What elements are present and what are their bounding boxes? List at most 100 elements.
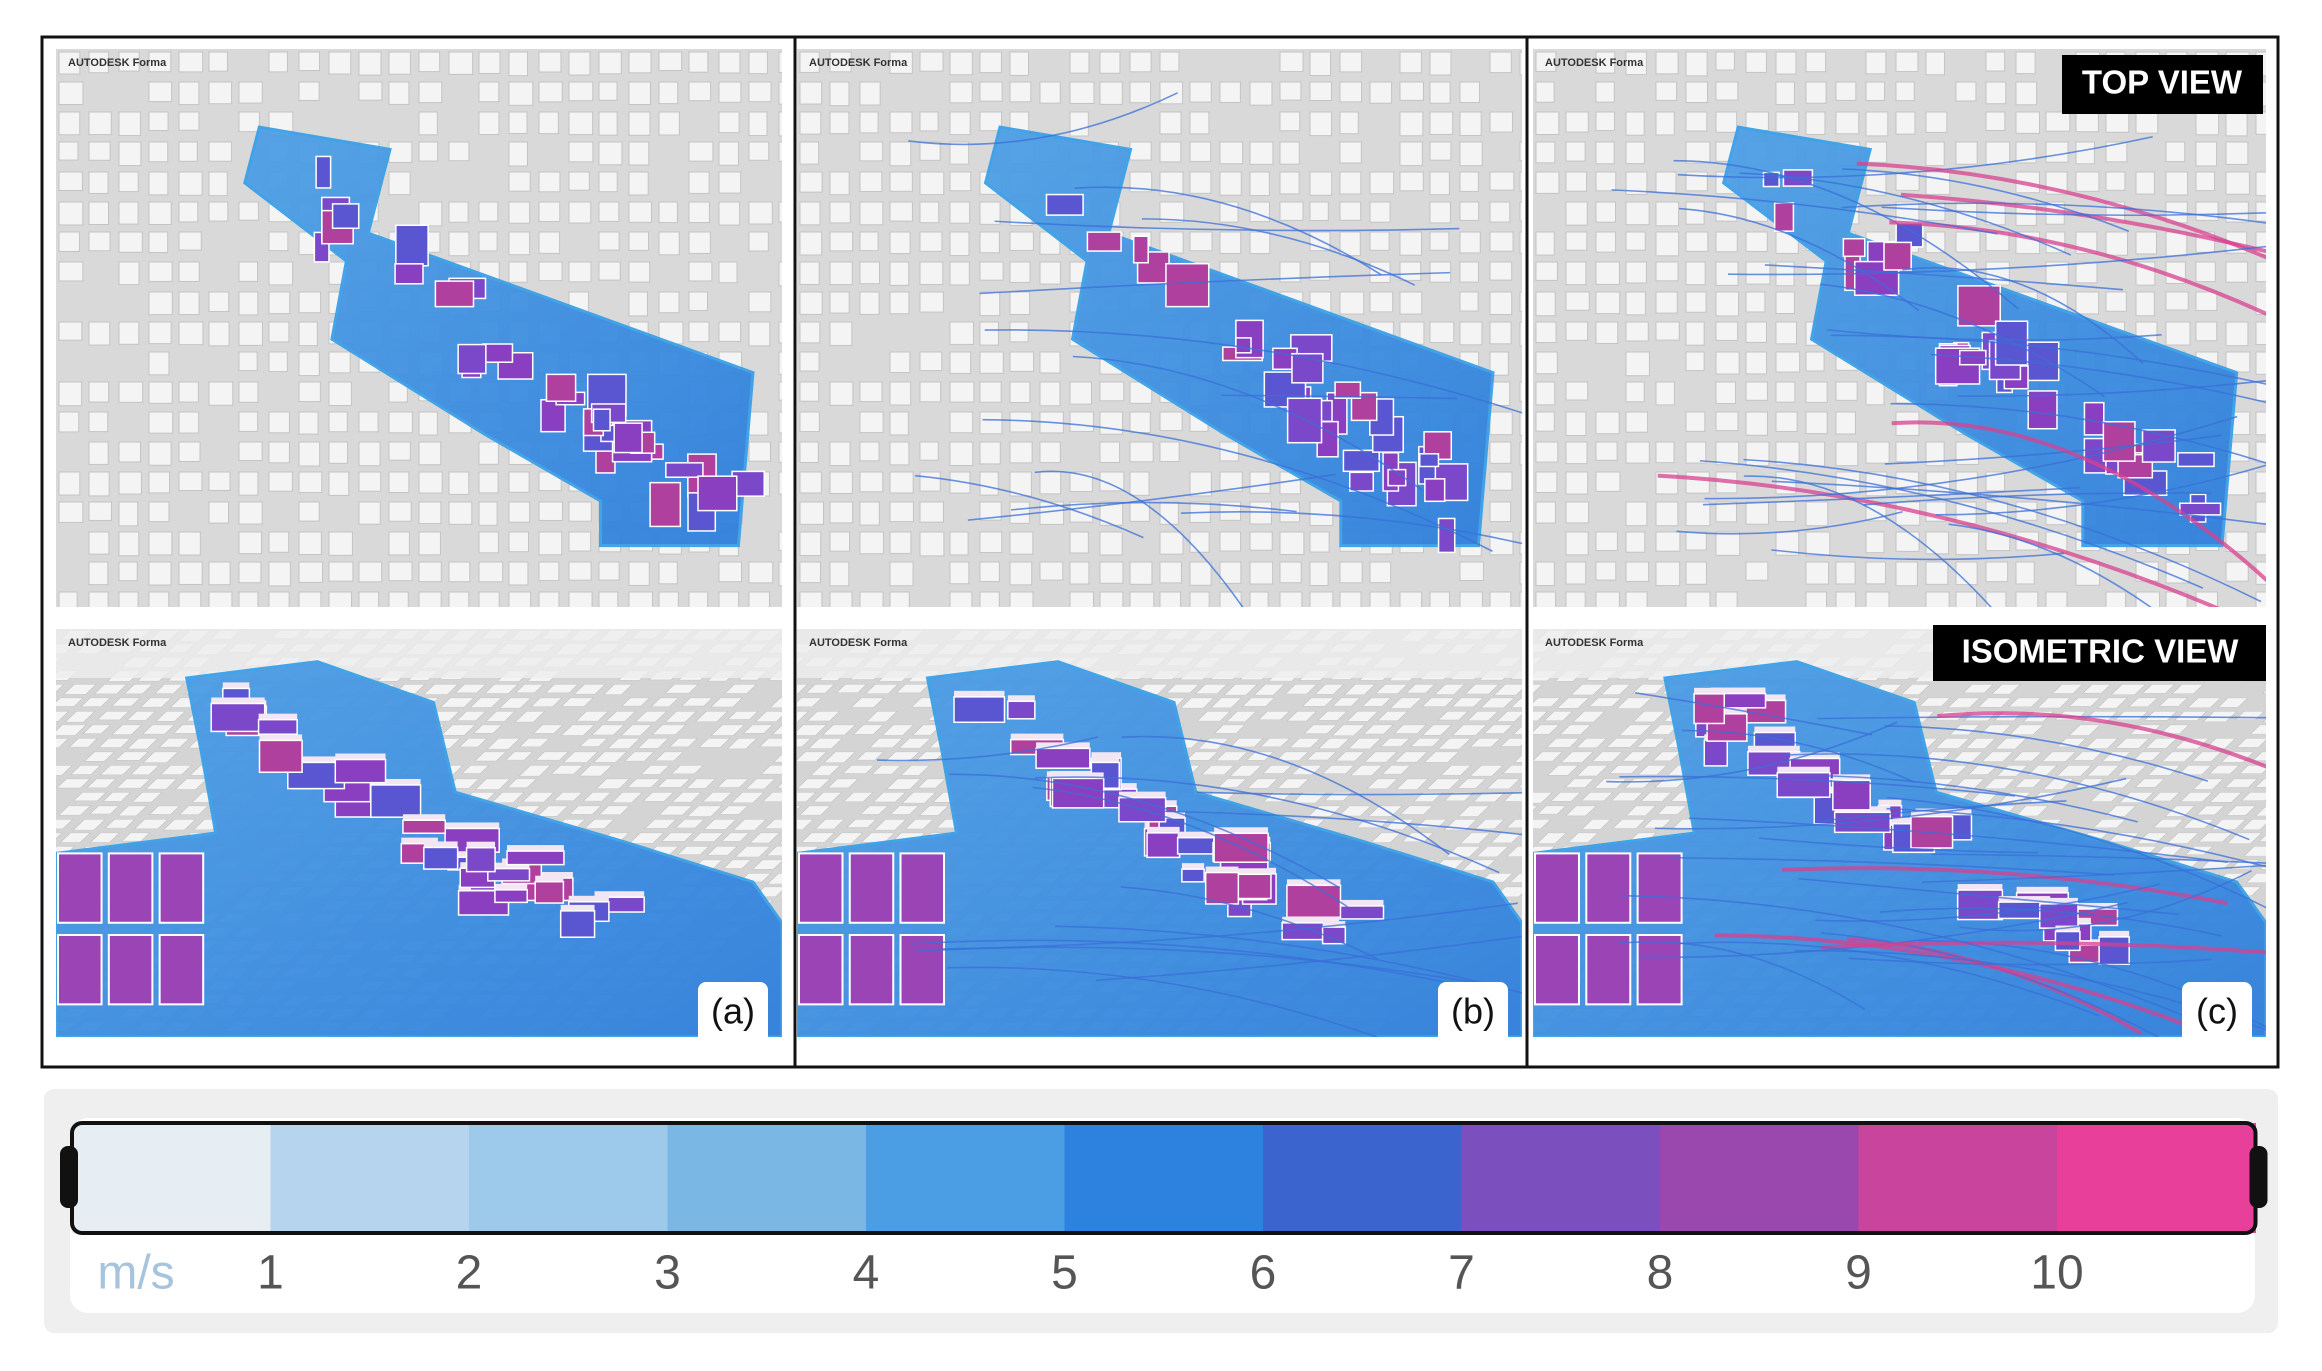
city-block: [1775, 291, 1795, 314]
city-block: [1159, 591, 1182, 607]
building-top: [1747, 745, 1800, 754]
city-block: [148, 351, 170, 376]
city-block: [508, 471, 530, 493]
building: [465, 846, 496, 873]
legend-color-segment: [1660, 1123, 1859, 1233]
city-block: [949, 591, 973, 607]
city-block: [1655, 171, 1677, 194]
legend-tick-label: 7: [1448, 1247, 1475, 1300]
city-block: [1215, 751, 1249, 761]
legend-tick-label: 9: [1845, 1247, 1872, 1300]
city-block: [1309, 51, 1332, 77]
city-block: [1535, 171, 1560, 194]
streamline: [1072, 355, 1424, 492]
city-block: [1512, 724, 1522, 735]
city-block: [1535, 321, 1557, 343]
streamline: [1886, 807, 2266, 868]
panel-label: (c): [2196, 991, 2238, 1032]
building: [1883, 241, 1912, 271]
city-block: [1625, 291, 1646, 316]
city-block: [98, 738, 132, 748]
city-block: [148, 291, 173, 316]
city-block: [2255, 531, 2266, 556]
streamline: [1034, 776, 1500, 874]
city-block: [2152, 819, 2185, 828]
city-block: [1309, 111, 1333, 137]
city-block: [1985, 81, 2007, 105]
city-block: [1459, 261, 1479, 283]
city-block: [1805, 411, 1828, 435]
city-block: [118, 111, 141, 137]
city-block: [1503, 792, 1522, 802]
city-block: [979, 351, 1004, 374]
city-block: [1715, 501, 1737, 523]
city-block: [1219, 591, 1242, 607]
city-block: [1625, 51, 1647, 76]
city-block: [538, 171, 561, 193]
city-block: [1565, 381, 1589, 401]
city-block: [1715, 381, 1737, 405]
city-block: [1556, 697, 1590, 709]
city-block: [674, 819, 705, 829]
city-block: [829, 561, 850, 587]
city-block: [1399, 261, 1422, 281]
streamline: [1841, 202, 2266, 224]
city-block: [734, 846, 771, 858]
building-top: [259, 734, 303, 743]
city-block: [829, 81, 850, 107]
city-block: [238, 81, 263, 104]
city-block: [919, 471, 941, 492]
city-block: [58, 381, 83, 407]
city-block: [88, 171, 109, 194]
city-block: [148, 591, 170, 607]
city-block: [2072, 751, 2103, 761]
city-block: [1159, 411, 1183, 432]
city-block: [611, 792, 644, 803]
city-block: [1934, 738, 1971, 749]
city-block: [568, 141, 594, 163]
city-block: [628, 201, 652, 223]
streamline: [1676, 510, 1903, 535]
city-block: [1493, 684, 1522, 696]
city-block: [2254, 805, 2266, 817]
city-block: [701, 792, 733, 803]
building: [665, 462, 704, 478]
city-block: [568, 81, 594, 102]
city-block: [439, 697, 475, 708]
city-block: [1229, 738, 1264, 748]
streamline: [1884, 434, 2222, 465]
city-block: [1429, 171, 1450, 196]
city-block: [664, 684, 699, 694]
city-block: [1286, 711, 1318, 722]
city-block: [626, 778, 661, 788]
city-block: [2195, 805, 2226, 816]
city-block: [268, 561, 291, 587]
city-block: [1339, 141, 1362, 164]
city-block: [1564, 778, 1595, 788]
streamline: [1842, 168, 2130, 232]
city-block: [1595, 51, 1616, 74]
city-block: [1459, 561, 1484, 582]
city-block: [598, 261, 621, 281]
building-top: [1036, 742, 1090, 751]
city-block: [1936, 765, 1968, 776]
building-top: [1777, 766, 1830, 775]
city-block: [1459, 321, 1483, 346]
city-block: [949, 561, 970, 585]
city-block: [1985, 261, 2010, 286]
building: [848, 934, 895, 1006]
building: [1007, 700, 1036, 720]
city-block: [64, 711, 96, 723]
city-block: [1159, 171, 1184, 196]
city-block: [1219, 471, 1243, 492]
city-block: [889, 231, 911, 255]
city-block: [1474, 819, 1506, 829]
city-block: [2255, 291, 2266, 315]
city-block: [799, 141, 820, 165]
city-block: [2075, 261, 2098, 284]
city-block: [2105, 141, 2128, 163]
city-block: [1159, 441, 1180, 463]
city-block: [1381, 765, 1412, 775]
iso-view-image: AUTODESK Forma: [1533, 629, 2266, 1037]
city-block: [1745, 351, 1768, 375]
